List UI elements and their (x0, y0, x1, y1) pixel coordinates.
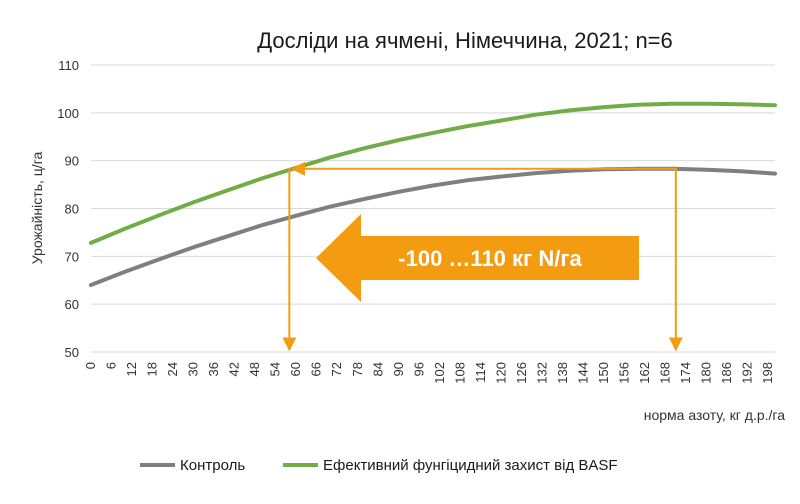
x-tick-label: 108 (452, 362, 467, 384)
x-tick-label: 126 (514, 362, 529, 384)
x-tick-label: 36 (206, 362, 221, 376)
x-tick-label: 6 (104, 362, 119, 369)
x-tick-label: 132 (534, 362, 549, 384)
y-tick-label: 50 (65, 345, 79, 360)
x-tick-label: 66 (309, 362, 324, 376)
x-tick-label: 24 (165, 362, 180, 376)
legend-label-control: Контроль (180, 457, 245, 474)
y-tick-label: 60 (65, 297, 79, 312)
x-tick-label: 198 (760, 362, 775, 384)
x-tick-label: 144 (575, 362, 590, 384)
chart-title: Досліди на ячмені, Німеччина, 2021; n=6 (257, 28, 673, 53)
x-tick-labels: 0 6 12 18 24 30 36 42 48 54 60 66 72 78 84 90 96 102 108 11… (83, 362, 775, 384)
series-line-basf (89, 101, 777, 245)
x-tick-label: 114 (473, 362, 488, 383)
y-tick-label: 80 (65, 202, 79, 217)
x-tick-label: 78 (350, 362, 365, 376)
y-tick-labels: 50 60 70 80 90 100 110 (57, 58, 79, 360)
x-tick-label: 156 (617, 362, 632, 384)
y-tick-label: 110 (58, 58, 79, 73)
x-tick-label: 60 (288, 362, 303, 376)
x-tick-label: 18 (145, 362, 160, 376)
annotation-banner-arrow (316, 214, 639, 302)
y-axis-label: Урожайність, ц/га (29, 152, 45, 265)
legend: Контроль Ефективний фунгіцидний захист в… (140, 457, 618, 474)
y-tick-label: 70 (65, 249, 79, 264)
x-tick-label: 84 (370, 362, 385, 376)
legend-label-basf: Ефективний фунгіцидний захист від BASF (323, 457, 618, 474)
x-tick-label: 192 (740, 362, 755, 384)
x-axis-label: норма азоту, кг д.р./га (644, 407, 785, 423)
x-tick-label: 72 (329, 362, 344, 376)
x-tick-label: 54 (268, 362, 283, 376)
x-tick-label: 96 (411, 362, 426, 376)
x-tick-label: 120 (493, 362, 508, 384)
x-tick-label: 168 (658, 362, 673, 384)
x-tick-label: 90 (391, 362, 406, 376)
x-tick-label: 0 (83, 362, 98, 369)
x-tick-label: 162 (637, 362, 652, 384)
y-tick-label: 100 (57, 106, 79, 121)
grid-lines (91, 64, 775, 353)
x-tick-label: 42 (227, 362, 242, 376)
x-tick-label: 12 (124, 362, 139, 376)
x-tick-label: 150 (596, 362, 611, 384)
x-tick-label: 174 (678, 362, 693, 384)
x-tick-label: 186 (719, 362, 734, 384)
x-tick-label: 138 (555, 362, 570, 384)
x-tick-label: 180 (699, 362, 714, 384)
x-tick-label: 102 (432, 362, 447, 384)
x-tick-label: 30 (186, 362, 201, 376)
x-tick-label: 48 (247, 362, 262, 376)
annotation-group: -100 …110 кг N/га (282, 161, 683, 352)
y-tick-label: 90 (65, 154, 79, 169)
annotation-banner-text: -100 …110 кг N/га (398, 246, 582, 271)
